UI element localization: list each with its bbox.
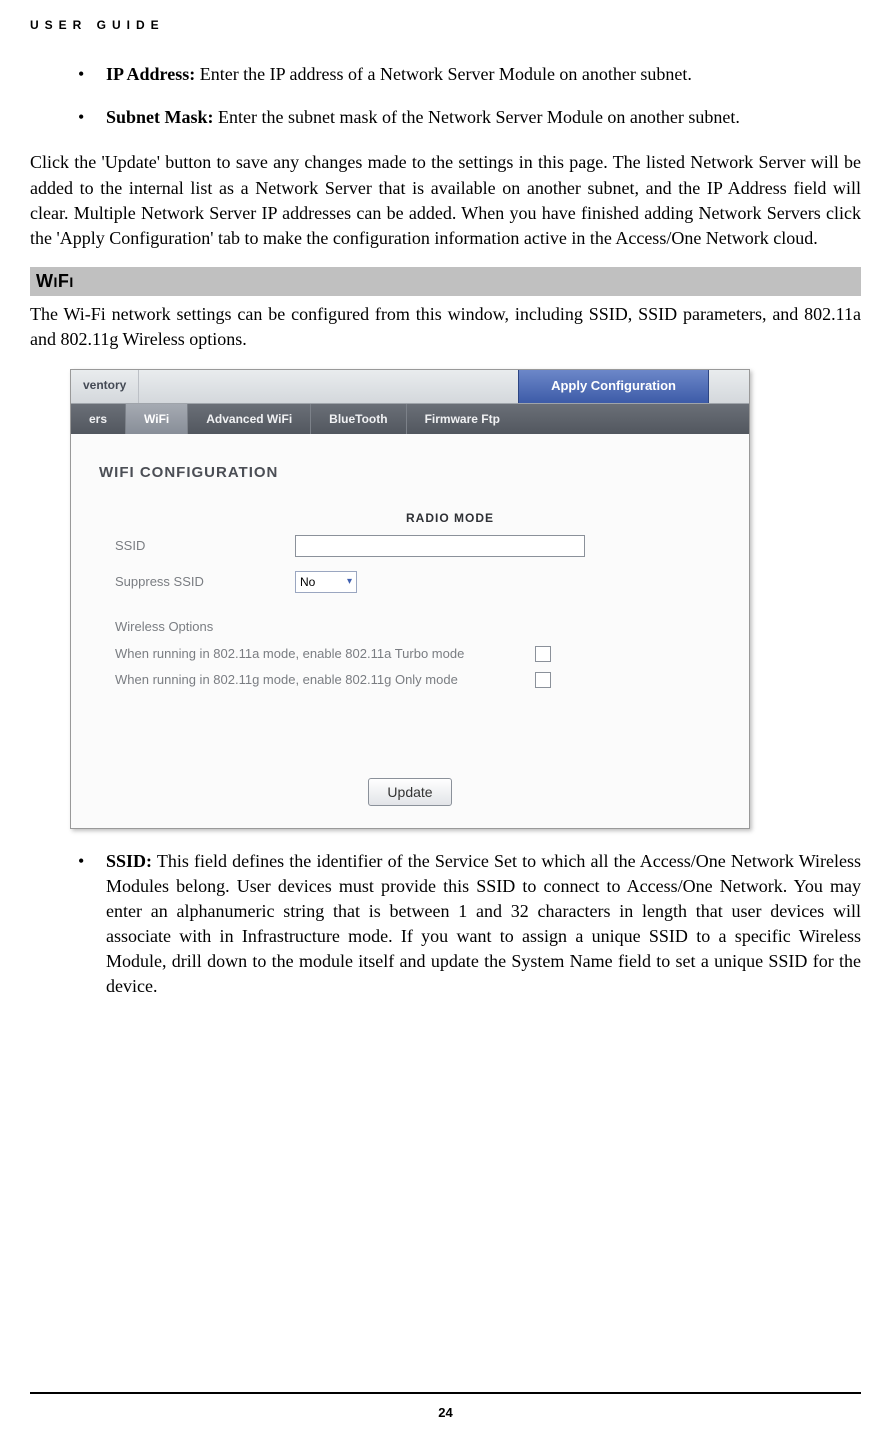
apply-configuration-tab[interactable]: Apply Configuration	[518, 370, 709, 403]
turbo-mode-label: When running in 802.11a mode, enable 802…	[115, 646, 535, 661]
chevron-down-icon: ▾	[347, 576, 352, 587]
bullet-marker: •	[78, 105, 106, 130]
turbo-mode-checkbox[interactable]	[535, 646, 551, 662]
bullet-marker: •	[78, 849, 106, 1000]
g-only-mode-label: When running in 802.11g mode, enable 802…	[115, 672, 535, 687]
subtab-wifi[interactable]: WiFi	[126, 404, 188, 434]
screenshot-top-row: ventory Apply Configuration	[71, 370, 749, 404]
subtab-bluetooth[interactable]: BlueTooth	[311, 404, 406, 434]
subtab-advanced-wifi[interactable]: Advanced WiFi	[188, 404, 311, 434]
footer-rule	[30, 1392, 861, 1394]
wifi-section-header: WIFI	[30, 267, 861, 296]
bullet-subnet-mask: • Subnet Mask: Enter the subnet mask of …	[78, 105, 861, 130]
g-only-mode-checkbox[interactable]	[535, 672, 551, 688]
bullet-marker: •	[78, 62, 106, 87]
bullet-ssid: • SSID: This field defines the identifie…	[78, 849, 861, 1000]
bullet-text: SSID: This field defines the identifier …	[106, 849, 861, 1000]
suppress-ssid-label: Suppress SSID	[115, 574, 295, 589]
wifi-header-text: WIFI	[36, 271, 74, 291]
update-button[interactable]: Update	[368, 778, 451, 806]
page-content: • IP Address: Enter the IP address of a …	[0, 32, 891, 1000]
paragraph-update-info: Click the 'Update' button to save any ch…	[30, 150, 861, 251]
inventory-tab-partial[interactable]: ventory	[71, 370, 139, 403]
subtab-ers-partial[interactable]: ers	[71, 404, 126, 434]
wireless-options-label: Wireless Options	[99, 619, 721, 634]
suppress-ssid-row: Suppress SSID No ▾	[99, 571, 721, 593]
suppress-ssid-value: No	[300, 575, 315, 589]
screenshot-subtab-row: ers WiFi Advanced WiFi BlueTooth Firmwar…	[71, 404, 749, 434]
screenshot-body: WIFI CONFIGURATION RADIO MODE SSID Suppr…	[71, 434, 749, 828]
radio-mode-label: RADIO MODE	[179, 511, 721, 525]
bullet-text: Subnet Mask: Enter the subnet mask of th…	[106, 105, 861, 130]
suppress-ssid-select[interactable]: No ▾	[295, 571, 357, 593]
wifi-config-title: WIFI CONFIGURATION	[99, 464, 721, 481]
page-header: USER GUIDE	[0, 0, 891, 32]
wifi-intro-paragraph: The Wi-Fi network settings can be config…	[30, 302, 861, 352]
subtab-firmware-ftp[interactable]: Firmware Ftp	[407, 404, 518, 434]
g-only-mode-row: When running in 802.11g mode, enable 802…	[99, 672, 721, 688]
ssid-row: SSID	[99, 535, 721, 557]
wifi-config-screenshot: ventory Apply Configuration ers WiFi Adv…	[70, 369, 750, 829]
page-number: 24	[0, 1405, 891, 1420]
top-bullet-list: • IP Address: Enter the IP address of a …	[30, 62, 861, 130]
ssid-label: SSID	[115, 538, 295, 553]
update-button-row: Update	[99, 778, 721, 806]
ssid-input[interactable]	[295, 535, 585, 557]
bullet-ip-address: • IP Address: Enter the IP address of a …	[78, 62, 861, 87]
turbo-mode-row: When running in 802.11a mode, enable 802…	[99, 646, 721, 662]
bullet-text: IP Address: Enter the IP address of a Ne…	[106, 62, 861, 87]
bottom-bullet-list: • SSID: This field defines the identifie…	[30, 849, 861, 1000]
tab-spacer	[139, 370, 518, 403]
tab-right-spacer	[709, 370, 749, 403]
